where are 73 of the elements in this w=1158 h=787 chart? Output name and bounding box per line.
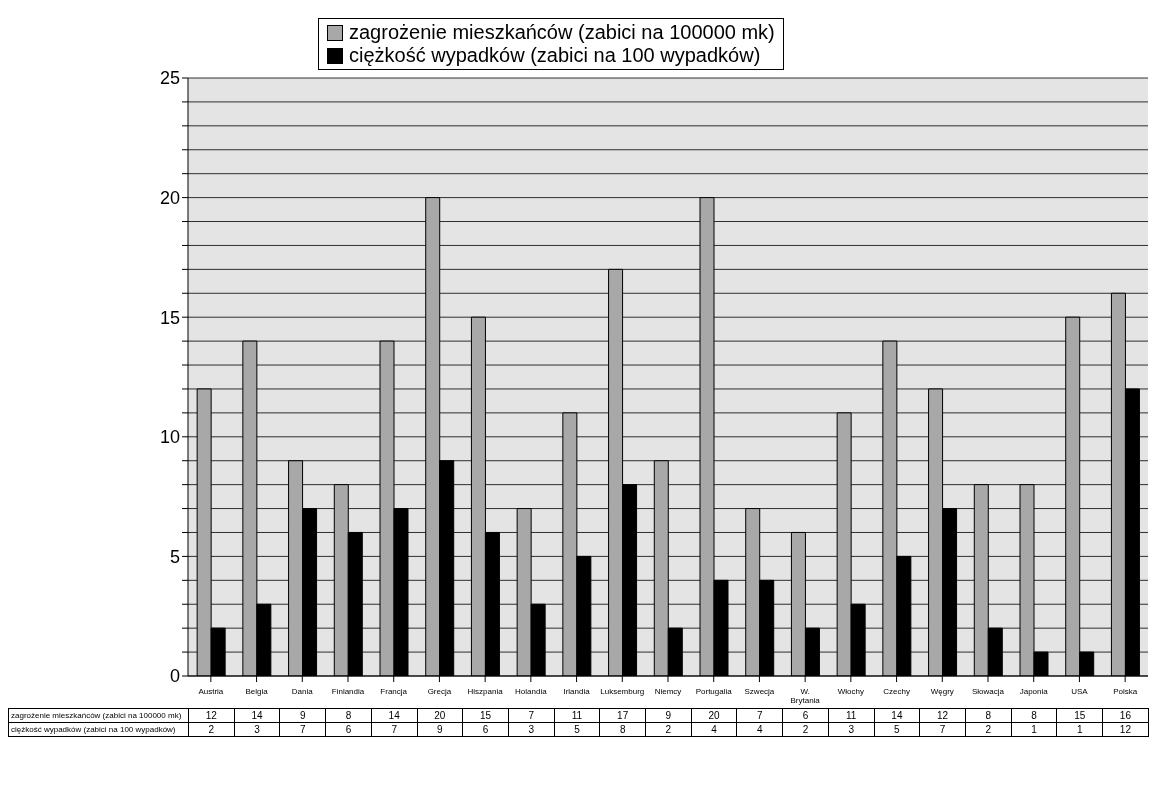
data-label: 7 [919, 722, 966, 737]
legend-label: zagrożenie mieszkańców (zabici na 100000 mk) [348, 21, 775, 44]
text: zagrożenie mieszkańców (zabici na 100000 mk) [11, 711, 182, 720]
data-label: 9 [279, 708, 326, 723]
x-tick-label: Grecja [427, 687, 452, 696]
data-label: 7 [279, 722, 326, 737]
x-tick-label: Czechy [883, 687, 910, 696]
data-label: 15 [1056, 708, 1103, 723]
x-tick-label: Portugalia [695, 687, 733, 696]
data-label: 8 [325, 708, 372, 723]
data-label: 7 [508, 708, 555, 723]
x-tick-label: USA [1071, 687, 1089, 696]
data-label: 20 [417, 708, 463, 723]
x-tick-label: Hiszpania [467, 687, 504, 696]
x-tick-label: Węgry [930, 687, 954, 696]
data-label: 8 [1011, 708, 1057, 723]
x-tick-label: Włochy [837, 687, 864, 696]
x-tick-label: Belgia [245, 687, 269, 696]
data-label: 9 [645, 708, 692, 723]
data-label: 11 [828, 708, 875, 723]
data-label: 12 [188, 708, 235, 723]
data-label: 2 [188, 722, 235, 737]
x-tick-label: Irlandia [563, 687, 591, 696]
data-label: 17 [599, 708, 646, 723]
x-tick-label: Szwecja [744, 687, 775, 696]
data-label: 7 [736, 708, 783, 723]
y-tick-label: 5 [169, 546, 180, 567]
x-tick-label: Luksemburg [600, 687, 645, 696]
data-label: 15 [462, 708, 509, 723]
data-label: 20 [691, 708, 737, 723]
data-label: 3 [234, 722, 280, 737]
data-label: 14 [234, 708, 280, 723]
data-label: 6 [462, 722, 509, 737]
y-tick-label: 20 [159, 187, 180, 208]
data-label: 8 [599, 722, 646, 737]
y-tick-label: 10 [159, 427, 180, 448]
data-label: 14 [371, 708, 418, 723]
data-label: 16 [1102, 708, 1149, 723]
data-label: 8 [965, 708, 1012, 723]
data-label: 6 [782, 708, 829, 723]
legend-label: ciężkość wypadków (zabici na 100 wypadków) [348, 44, 762, 67]
x-tick-label: Holandia [515, 687, 548, 696]
y-tick-label: 25 [159, 68, 180, 89]
text: ciężkość wypadków (zabici na 100 wypadków) [11, 725, 176, 734]
x-tick-label: Finlandia [331, 687, 365, 696]
data-label: 4 [691, 722, 737, 737]
y-tick-label: 15 [159, 307, 180, 328]
data-label: 12 [919, 708, 966, 723]
data-label: 14 [874, 708, 920, 723]
data-label: 6 [325, 722, 372, 737]
data-label: 5 [554, 722, 600, 737]
data-label: 3 [508, 722, 555, 737]
data-label: 1 [1011, 722, 1057, 737]
x-tick-label: Słowacja [971, 687, 1005, 696]
y-tick-label: 0 [169, 666, 180, 687]
data-label: 1 [1056, 722, 1103, 737]
data-label: 3 [828, 722, 875, 737]
data-label: 11 [554, 708, 600, 723]
data-label: 5 [874, 722, 920, 737]
data-label: 7 [371, 722, 418, 737]
x-tick-label: Austria [198, 687, 224, 696]
x-tick-label: Japonia [1019, 687, 1049, 696]
data-label: 2 [645, 722, 692, 737]
data-label: 4 [736, 722, 783, 737]
x-tick-label: Niemcy [654, 687, 682, 696]
x-tick-label: Dania [291, 687, 314, 696]
x-tick-label: Francja [380, 687, 408, 696]
data-label: 2 [965, 722, 1012, 737]
x-tick-label: W. Brytania [790, 687, 821, 705]
data-label: 2 [782, 722, 829, 737]
x-tick-label: Polska [1113, 687, 1138, 696]
data-label: 12 [1102, 722, 1149, 737]
data-label: 9 [417, 722, 463, 737]
